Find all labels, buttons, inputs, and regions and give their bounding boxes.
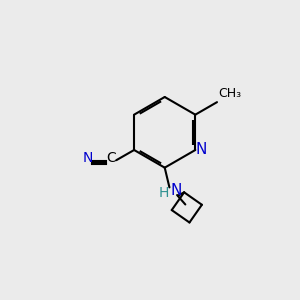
Text: N: N bbox=[196, 142, 207, 158]
Text: N: N bbox=[83, 151, 93, 165]
Text: H: H bbox=[159, 186, 169, 200]
Text: N: N bbox=[170, 183, 182, 198]
Text: C: C bbox=[106, 151, 116, 165]
Text: CH₃: CH₃ bbox=[218, 87, 242, 100]
